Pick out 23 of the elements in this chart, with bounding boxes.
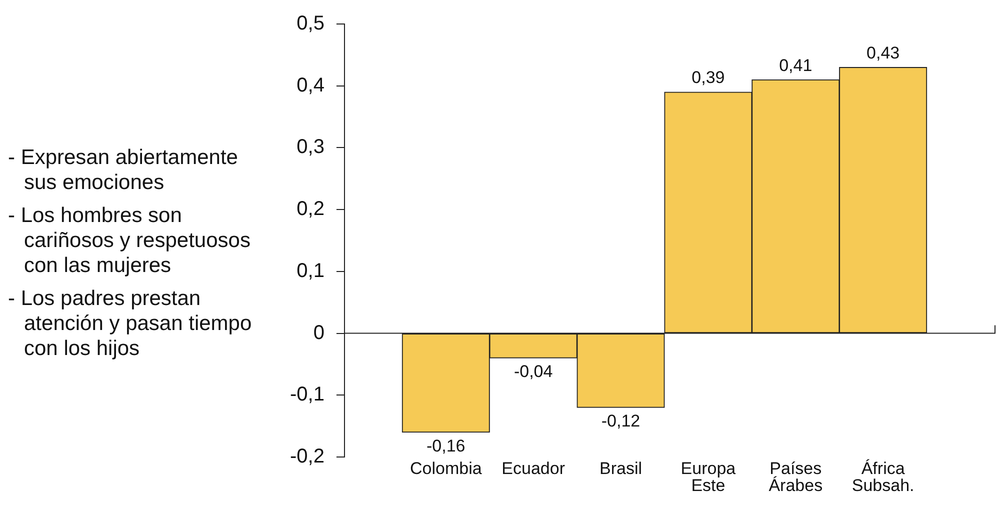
data-label: -0,16 <box>426 436 466 456</box>
data-label: -0,04 <box>514 362 553 382</box>
x-tick-label: Colombia <box>410 459 482 478</box>
x-tick-label: África Subsah. <box>852 459 914 496</box>
y-tick-label: 0,3 <box>296 136 324 158</box>
x-tick-label: Europa Este <box>680 459 736 496</box>
data-label: 0,43 <box>866 43 900 62</box>
x-tick-label: Brasil <box>600 459 642 478</box>
y-tick-label: 0,4 <box>296 74 324 96</box>
text: - Los hombres son cariñosos y respetuosos con las mujeres <box>8 204 250 277</box>
x-tick-label: Países Árabes <box>768 459 823 496</box>
y-tick-label: -0,2 <box>290 446 324 468</box>
y-tick-label: 0,1 <box>296 260 324 282</box>
data-label: 0,41 <box>779 56 812 75</box>
x-tick-label: Ecuador <box>502 459 566 478</box>
text: - Los padres prestan atención y pasan tiempo con los hijos <box>8 286 253 361</box>
y-tick-label: 0,5 <box>296 12 324 35</box>
y-tick-label: -0,1 <box>290 384 324 406</box>
y-tick-label: 0,2 <box>296 198 324 220</box>
text: - Expresan abiertamente sus emociones <box>8 146 238 194</box>
data-label: -0,12 <box>601 412 640 431</box>
y-tick-label: 0 <box>313 322 324 344</box>
data-label: 0,39 <box>692 68 725 88</box>
